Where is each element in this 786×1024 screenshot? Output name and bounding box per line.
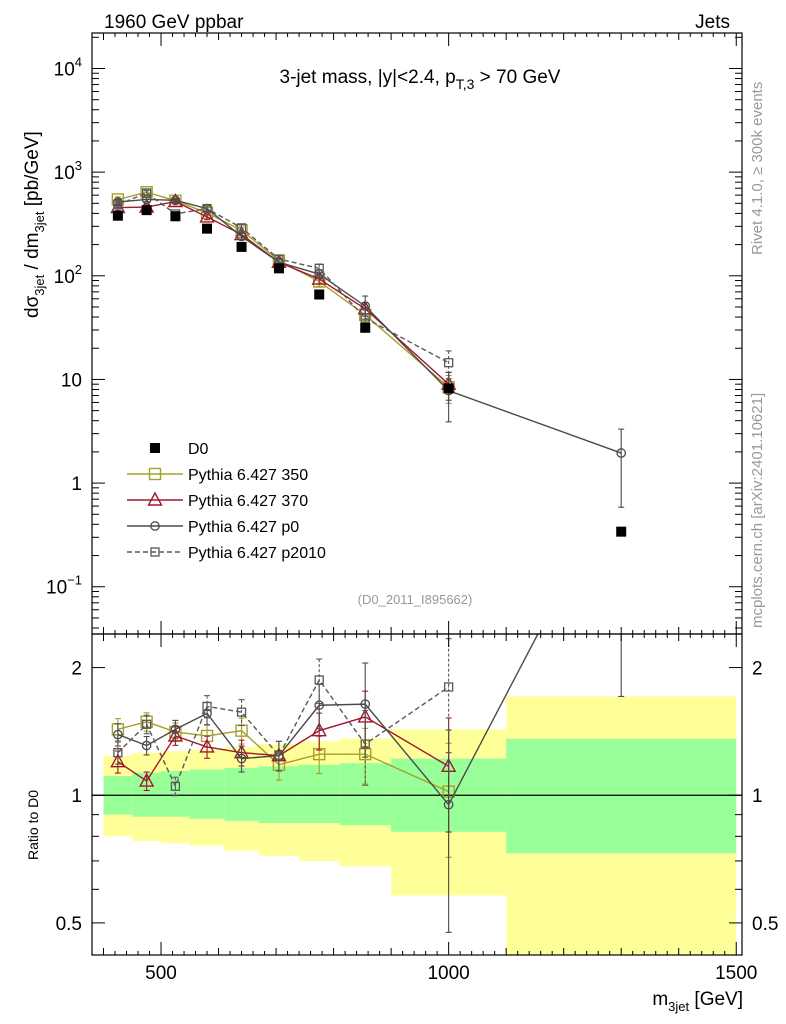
point-p2010 [236, 223, 247, 233]
axes: 500 1000 1500 10−1 1 10 102 103 104 0.5 0.5 1 1 2 2 [46, 32, 778, 984]
point-p370 [311, 722, 327, 737]
series-line-p0 [117, 198, 622, 454]
point-p370 [311, 270, 327, 285]
point-p2010 [113, 200, 123, 210]
series-p2010 [113, 188, 454, 380]
legend-marker-p350 [148, 467, 162, 481]
y-tick-label: 10 [61, 370, 82, 391]
main-plot-area [110, 186, 627, 537]
ratio-frame [91, 633, 743, 956]
legend-marker-data [150, 443, 160, 453]
data-point [141, 205, 152, 216]
point-p2010 [274, 254, 284, 264]
point-p0 [236, 753, 247, 764]
header-right: Jets [695, 12, 730, 33]
data-point [170, 211, 181, 222]
point-p2010 [113, 748, 123, 758]
series-p2010 [113, 638, 454, 797]
main-panel-background [92, 33, 742, 634]
point-p2010 [141, 719, 152, 729]
data-point [616, 526, 627, 537]
ratio-y-tick-label-left: 0.5 [56, 914, 82, 935]
point-p0 [616, 448, 627, 458]
series-line-p2010 [117, 678, 450, 789]
x-tick-label: 500 [145, 963, 177, 984]
point-p0 [360, 699, 371, 709]
x-tick-label: 1500 [715, 963, 757, 984]
data-point [202, 223, 213, 234]
point-p2010 [236, 707, 247, 717]
band-inner-bin [299, 764, 340, 824]
ratio-bands [103, 696, 737, 955]
band-inner-bin [189, 769, 225, 819]
ratio-plot-area [92, 634, 742, 933]
x-tick-label: 1000 [427, 963, 469, 984]
point-p2010 [274, 750, 284, 761]
ratio-y-tick-label-left: 2 [71, 659, 82, 680]
analysis-id: (D0_2011_I895662) [358, 592, 473, 607]
point-p2010 [202, 701, 212, 712]
point-p2010 [141, 188, 152, 198]
data-point [236, 241, 247, 252]
legend-label: Pythia 6.427 p0 [188, 519, 299, 536]
data-point [314, 289, 325, 300]
ratio-y-tick-label-left: 1 [71, 786, 82, 807]
point-p370 [110, 753, 126, 768]
y-tick-label: 10−1 [46, 573, 82, 599]
data-point [443, 383, 454, 394]
point-p2010 [443, 358, 454, 368]
y-tick-label: 102 [54, 262, 82, 288]
series-line-p0 [117, 634, 539, 806]
point-p2010 [170, 781, 181, 791]
mcplots-label: mcplots.cern.ch [arXiv:2401.10621] [749, 393, 766, 628]
band-inner-bin [506, 738, 737, 854]
point-p370 [199, 738, 215, 753]
main-title: 3-jet mass, |y|<2.4, pT,3 > 70 GeV [280, 67, 561, 92]
legend-label: D0 [188, 441, 209, 458]
point-p370 [138, 772, 155, 787]
point-p2010 [360, 313, 370, 323]
point-p2010 [314, 263, 324, 273]
ratio-y-tick-label-right: 0.5 [752, 914, 778, 935]
rivet-label: Rivet 4.1.0, ≥ 300k events [749, 82, 766, 255]
band-inner-bin [224, 767, 259, 821]
data-point [360, 322, 371, 333]
y-tick-label: 1 [71, 474, 82, 495]
data-point [273, 263, 284, 274]
point-p2010 [202, 203, 212, 214]
series-line-p2010 [117, 192, 449, 364]
point-p0 [170, 195, 181, 206]
y-tick-label: 103 [54, 158, 82, 184]
point-p2010 [314, 675, 324, 685]
legend-marker-p370 [147, 491, 163, 506]
point-p0 [113, 729, 123, 740]
data-point [112, 210, 123, 221]
main-ylabel: dσ3jet / dm3jet [pb/GeV] [22, 131, 47, 318]
main-panel-bg [92, 33, 742, 634]
legend-marker-p0 [150, 521, 160, 531]
point-p0 [443, 799, 454, 810]
legend: D0 Pythia 6.427 350 Pythia 6.427 370 Pythia… [127, 441, 326, 562]
ratio-y-tick-label-right: 2 [752, 659, 763, 680]
point-p370 [167, 727, 184, 742]
legend-marker-p2010 [150, 547, 160, 557]
y-tick-label: 104 [54, 54, 82, 80]
ratio-y-tick-label-right: 1 [752, 786, 763, 807]
legend-label: Pythia 6.427 350 [188, 467, 308, 484]
header-left: 1960 GeV ppbar [104, 12, 244, 33]
legend-label: Pythia 6.427 370 [188, 493, 308, 510]
x-axis-label: m3jet [GeV] [652, 989, 743, 1014]
point-p2010 [360, 739, 370, 749]
point-p2010 [443, 682, 454, 692]
point-p370 [199, 208, 215, 223]
ratio-ylabel: Ratio to D0 [25, 790, 41, 860]
point-p0 [170, 724, 181, 735]
legend-label: Pythia 6.427 p2010 [188, 545, 326, 562]
point-p0 [141, 740, 152, 751]
